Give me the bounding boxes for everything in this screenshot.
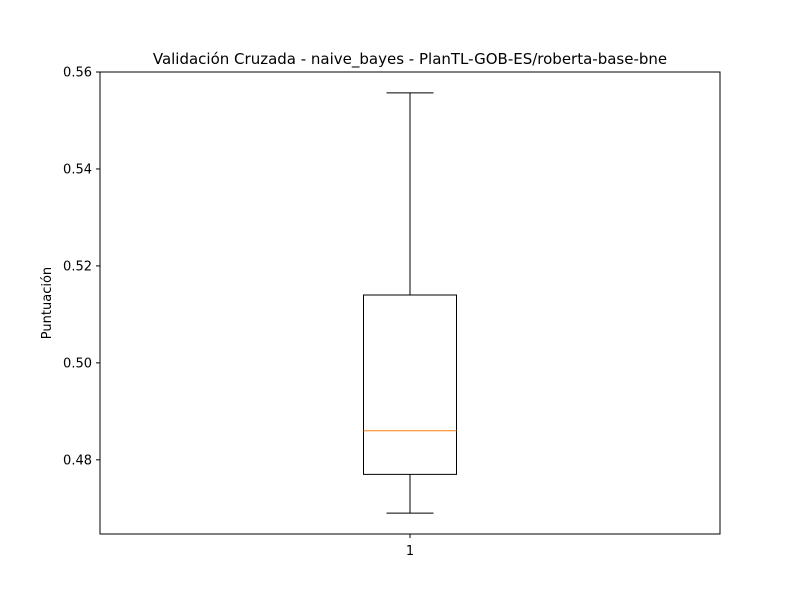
interquartile-box	[363, 294, 457, 475]
y-tick-label: 0.50	[63, 356, 92, 371]
x-tick-label: 1	[406, 544, 414, 559]
y-tick-label: 0.56	[63, 66, 92, 81]
y-tick-label: 0.52	[63, 259, 92, 274]
y-tick-label: 0.54	[63, 162, 92, 177]
y-axis-label: Puntuación	[40, 267, 55, 339]
x-axis-ticks: 1	[406, 534, 414, 559]
y-axis-ticks: 0.48 0.50 0.52 0.54 0.56	[63, 66, 100, 468]
y-tick-label: 0.48	[63, 453, 92, 468]
chart-title: Validación Cruzada - naive_bayes - PlanT…	[153, 50, 667, 69]
plot-area	[363, 92, 457, 514]
